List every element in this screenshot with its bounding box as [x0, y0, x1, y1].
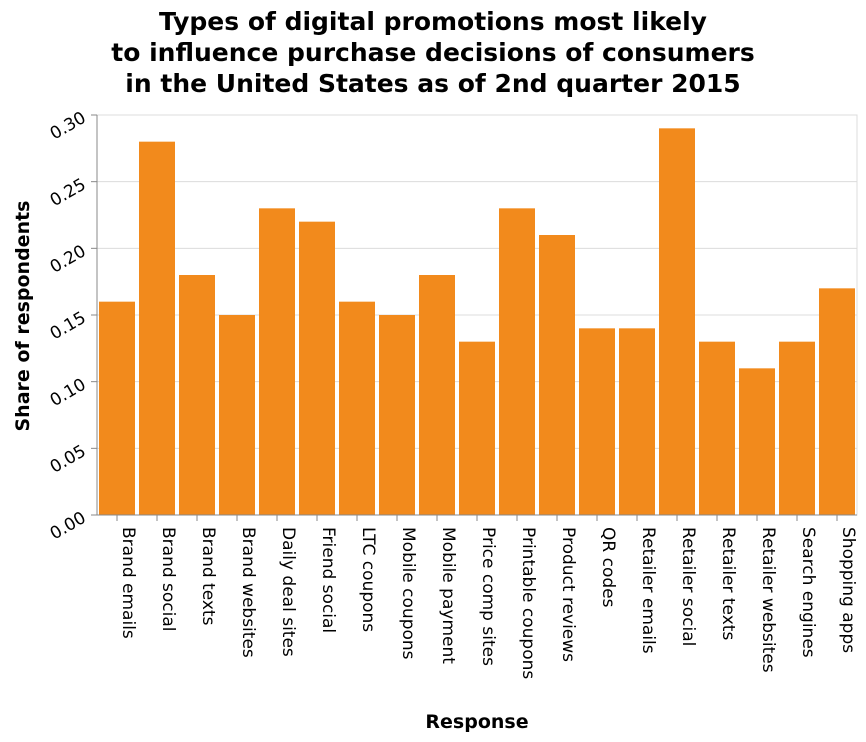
x-tick-label: Daily deal sites [278, 527, 298, 657]
bar [419, 275, 455, 515]
bar [539, 235, 575, 515]
y-tick-label: 0.20 [47, 241, 90, 277]
chart-title: Types of digital promotions most likely … [0, 6, 866, 99]
x-axis-title: Response [425, 711, 528, 733]
x-tick-label: Brand websites [238, 527, 258, 658]
bar [579, 328, 615, 515]
y-axis-title: Share of respondents [12, 201, 34, 432]
y-tick-label: 0.10 [47, 375, 90, 411]
bar [339, 301, 375, 515]
bar [619, 328, 655, 515]
bar [299, 221, 335, 515]
bar [739, 368, 775, 515]
x-tick-label: Retailer texts [718, 527, 738, 640]
bars [99, 128, 855, 516]
x-tick-label: Friend social [318, 527, 338, 633]
x-tick-label: Product reviews [558, 527, 578, 662]
x-tick-label: Retailer social [678, 527, 698, 646]
bar [99, 301, 135, 515]
bar [659, 128, 695, 516]
bar [179, 275, 215, 515]
bar [259, 208, 295, 516]
bar [779, 341, 815, 515]
y-tick-label: 0.00 [47, 508, 90, 544]
y-tick-label: 0.05 [47, 441, 90, 477]
bar [699, 341, 735, 515]
bar [459, 341, 495, 515]
bar [379, 315, 415, 515]
y-axis-ticks: 0.00 0.05 0.10 0.15 0.20 0.25 0.30 [47, 108, 97, 544]
x-tick-label: Brand texts [198, 527, 218, 626]
x-tick-label: Shopping apps [838, 527, 858, 653]
x-tick-label: Brand emails [118, 527, 138, 639]
y-tick-label: 0.30 [47, 108, 90, 144]
bar [819, 288, 855, 515]
x-tick-label: Mobile payment [438, 527, 458, 664]
x-tick-label: Search engines [798, 527, 818, 658]
bar [219, 315, 255, 515]
x-tick-label: Mobile coupons [398, 527, 418, 660]
x-tick-label: Brand social [158, 527, 178, 632]
bar [499, 208, 535, 516]
y-tick-label: 0.15 [47, 308, 90, 344]
chart-title-line-1: Types of digital promotions most likely [159, 7, 707, 36]
y-tick-label: 0.25 [47, 175, 90, 211]
x-tick-label: Price comp sites [478, 527, 498, 666]
x-tick-label: Retailer emails [638, 527, 658, 654]
x-tick-label: QR codes [598, 527, 618, 608]
chart-title-line-2: to influence purchase decisions of consu… [111, 38, 755, 67]
x-tick-label: Retailer websites [758, 527, 778, 673]
chart-title-line-3: in the United States as of 2nd quarter 2… [125, 69, 741, 98]
x-tick-label: Printable coupons [518, 527, 538, 679]
x-axis-ticks: Brand emails Brand social Brand texts Brand… [116, 515, 858, 679]
x-tick-label: LTC coupons [358, 527, 378, 632]
bar [139, 141, 175, 515]
